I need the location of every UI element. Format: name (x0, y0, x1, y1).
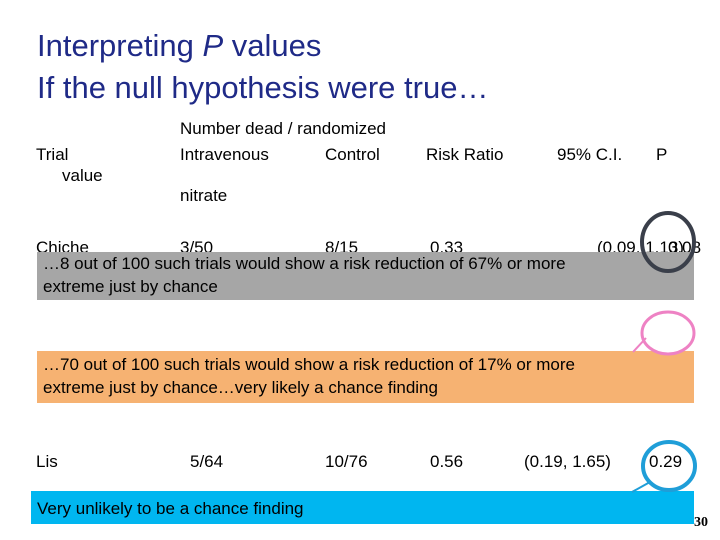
row-lis-ci: (0.19, 1.65) (524, 452, 611, 471)
grey-callout-line-1: …8 out of 100 such trials would show a r… (43, 254, 566, 273)
orange-callout-line-1: …70 out of 100 such trials would show a … (43, 355, 575, 374)
slide-title-line-1: Interpreting P values (37, 28, 321, 64)
row-lis-control: 10/76 (325, 452, 368, 471)
title-suffix: values (223, 28, 322, 63)
header-number-dead: Number dead / randomized (180, 119, 387, 138)
orange-callout-line-2: extreme just by chance…very likely a cha… (43, 378, 438, 397)
blue-callout-text: Very unlikely to be a chance finding (37, 499, 304, 518)
pink-oval (640, 310, 696, 356)
title-italic-p: P (202, 28, 224, 63)
header-risk-ratio: Risk Ratio (426, 145, 504, 164)
row-lis-p: 0.29 (649, 452, 683, 471)
blue-callout: Very unlikely to be a chance finding (31, 491, 694, 524)
header-trial: Trial (36, 145, 69, 164)
orange-callout: …70 out of 100 such trials would show a … (37, 351, 694, 403)
row-lis-trial: Lis (36, 452, 58, 471)
blue-connector-line (631, 481, 651, 493)
pink-connector-line (632, 337, 647, 353)
header-nitrate: nitrate (180, 186, 228, 205)
header-control: Control (325, 145, 380, 164)
grey-callout-line-2: extreme just by chance (43, 277, 218, 296)
row-lis-risk-ratio: 0.56 (430, 452, 464, 471)
header-intravenous: Intravenous (180, 145, 269, 164)
slide-title-line-2: If the null hypothesis were true… (37, 70, 489, 105)
header-p: P (656, 145, 668, 164)
blue-oval-p-0.29 (641, 440, 697, 492)
page-number: 30 (694, 515, 708, 530)
dark-oval-p-0.08 (640, 211, 696, 273)
title-prefix: Interpreting (37, 28, 203, 63)
header-value: value (62, 166, 103, 185)
header-ci: 95% C.I. (557, 145, 623, 164)
grey-callout: …8 out of 100 such trials would show a r… (37, 252, 694, 300)
row-lis-intravenous: 5/64 (190, 452, 224, 471)
